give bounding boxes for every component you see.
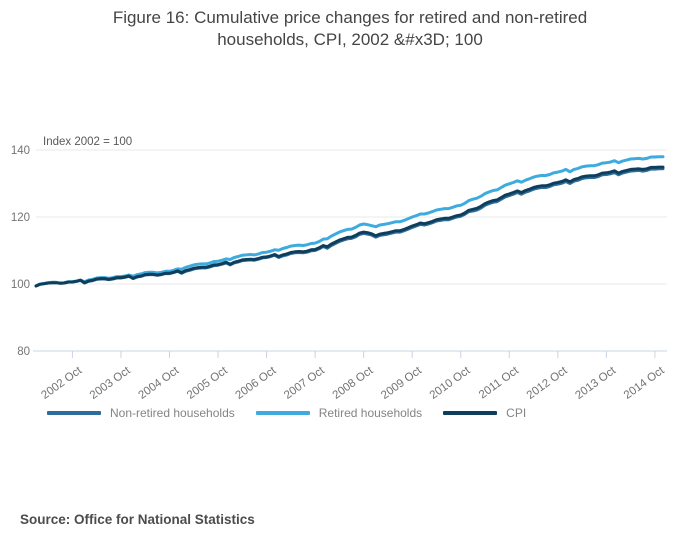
x-tick-label: 2006 Oct xyxy=(234,364,279,402)
legend-label-cpi: CPI xyxy=(506,406,527,420)
chart-title-text: Figure 16: Cumulative price changes for … xyxy=(112,8,588,50)
x-tick-label: 2013 Oct xyxy=(573,364,618,402)
series-line-cpi xyxy=(34,165,665,288)
legend-label-non-retired: Non-retired households xyxy=(110,406,235,420)
legend-swatch-non-retired xyxy=(47,411,101,415)
legend-item-non-retired[interactable]: Non-retired households xyxy=(47,406,235,420)
y-tick-label: 120 xyxy=(11,212,30,224)
x-tick-label: 2004 Oct xyxy=(136,364,181,402)
y-tick-label: 100 xyxy=(11,279,30,291)
axis-annotation: Index 2002 = 100 xyxy=(43,136,132,148)
x-tick-label: 2003 Oct xyxy=(88,364,133,402)
x-tick-label: 2007 Oct xyxy=(282,364,327,402)
x-tick-label: 2014 Oct xyxy=(622,364,667,402)
series-line-non-retired-households xyxy=(34,167,665,288)
y-tick-label: 80 xyxy=(17,346,30,358)
legend-item-cpi[interactable]: CPI xyxy=(443,406,526,420)
x-tick-label: 2011 Oct xyxy=(477,364,522,401)
x-tick-label: 2012 Oct xyxy=(525,364,570,402)
x-tick-label: 2010 Oct xyxy=(428,364,473,402)
x-tick-label: 2008 Oct xyxy=(331,364,376,402)
source-note: Source: Office for National Statistics xyxy=(20,512,255,527)
chart-legend: Non-retired households Retired household… xyxy=(47,406,526,420)
legend-swatch-retired xyxy=(255,411,310,415)
series-line-retired-households xyxy=(34,155,665,288)
chart-title: Figure 16: Cumulative price changes for … xyxy=(0,7,700,52)
legend-item-retired[interactable]: Retired households xyxy=(255,406,423,420)
x-tick-label: 2005 Oct xyxy=(185,364,230,402)
legend-swatch-cpi xyxy=(443,411,498,415)
x-tick-label: 2009 Oct xyxy=(379,364,424,402)
y-tick-label: 140 xyxy=(11,145,30,157)
x-tick-label: 2002 Oct xyxy=(39,364,84,402)
legend-label-retired: Retired households xyxy=(318,406,423,420)
